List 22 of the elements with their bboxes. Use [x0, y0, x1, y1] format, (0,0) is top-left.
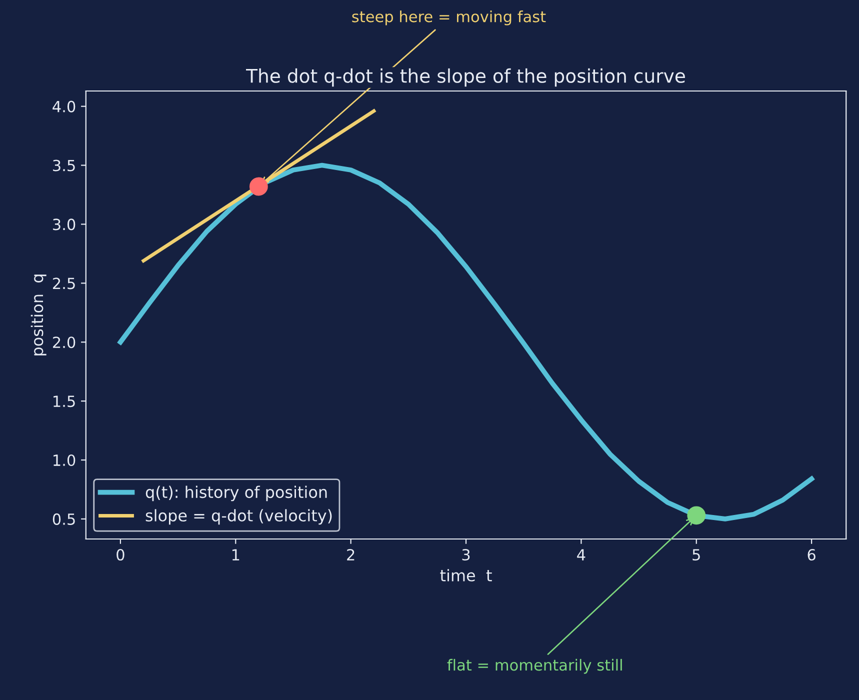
y-axis-title: position q	[30, 274, 46, 356]
x-tick-label: 2	[347, 548, 354, 560]
y-tick-label: 3.0	[53, 218, 76, 230]
x-tick-label: 4	[577, 549, 586, 560]
x-tick-label: 3	[462, 548, 470, 561]
y-tick-label: 1.0	[54, 454, 76, 466]
legend-label: q(t): history of position	[146, 486, 327, 502]
y-tick-label: 3.5	[53, 160, 75, 172]
x-tick-label: 6	[808, 548, 816, 561]
x-tick-label: 5	[692, 549, 700, 561]
y-tick-label: 4.0	[52, 100, 76, 112]
annotation: steep here = moving fast	[352, 10, 546, 26]
y-tick-label: 2.5	[53, 278, 75, 290]
chart-title: The dot q-dot is the slope of the position curve	[246, 68, 685, 87]
x-tick-label: 0	[116, 548, 124, 561]
y-tick-label: 1.5	[54, 396, 75, 408]
annotation: flat = momentarily still	[447, 658, 622, 674]
x-tick-label: 1	[232, 549, 240, 560]
x-axis-title: time t	[440, 569, 492, 582]
legend-label: slope = q-dot (velocity)	[146, 509, 332, 525]
y-tick-label: 0.5	[52, 513, 75, 525]
y-tick-label: 2.0	[53, 336, 76, 348]
